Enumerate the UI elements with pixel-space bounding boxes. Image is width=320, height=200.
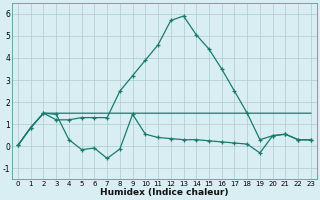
X-axis label: Humidex (Indice chaleur): Humidex (Indice chaleur) [100, 188, 229, 197]
